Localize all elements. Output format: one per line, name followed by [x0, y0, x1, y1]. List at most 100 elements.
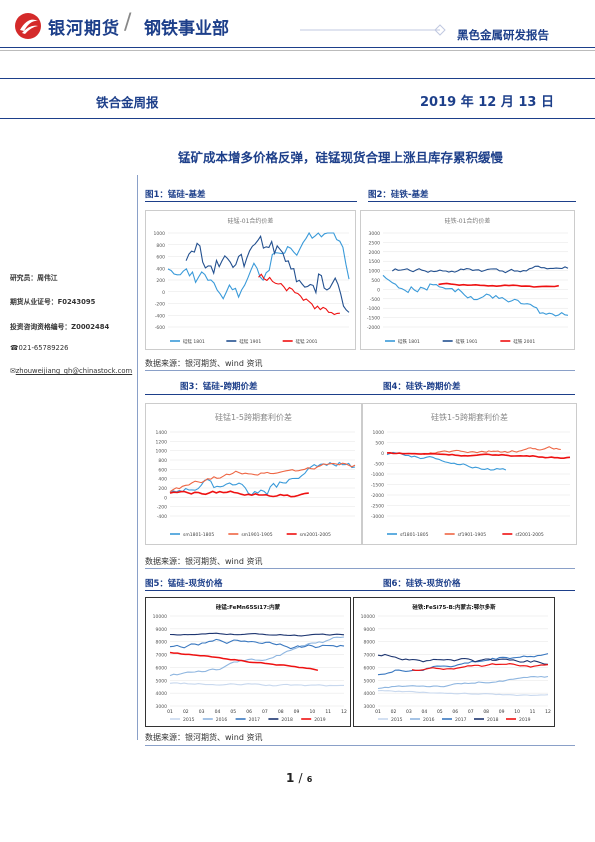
y-tick-label: 800: [156, 243, 165, 249]
y-tick-label: 9000: [156, 627, 168, 633]
y-tick-label: -2000: [371, 493, 384, 499]
x-tick-label: 12: [545, 709, 551, 715]
legend-label: 硅锰 1801: [183, 338, 205, 345]
y-tick-label: 3000: [364, 704, 376, 710]
series-line: [382, 274, 569, 317]
chart-title: 硅铁-01合约价差: [445, 217, 491, 225]
legend-label: sm1801-1805: [183, 532, 214, 538]
y-tick-label: 4000: [364, 691, 376, 697]
y-tick-label: 1000: [156, 449, 168, 455]
y-tick-label: 9000: [364, 627, 376, 633]
source-rule-1: [145, 370, 575, 371]
page-number: 1 / 6: [286, 771, 312, 785]
source-rule-2: [145, 568, 575, 569]
series-line: [167, 231, 350, 300]
x-tick-label: 11: [530, 709, 536, 715]
y-tick-label: 2000: [369, 250, 381, 256]
y-tick-label: -1000: [367, 306, 380, 312]
y-tick-label: 400: [156, 266, 165, 272]
y-tick-label: 3000: [156, 704, 168, 710]
y-tick-label: 200: [156, 278, 165, 284]
column-divider: [137, 175, 138, 740]
email-address[interactable]: zhouweijiang_qh@chinastock.com: [15, 367, 133, 375]
y-tick-label: -400: [155, 313, 165, 319]
x-tick-label: 10: [309, 709, 315, 715]
legend-label: 2017: [455, 717, 467, 723]
x-tick-label: 10: [514, 709, 520, 715]
legend-label: 硅铁 1801: [398, 338, 420, 345]
legend-label: sf2001-2005: [515, 532, 544, 538]
y-tick-label: -400: [157, 514, 167, 520]
legend-label: 2019: [314, 717, 326, 723]
y-tick-label: 4000: [156, 691, 168, 697]
x-tick-label: 03: [406, 709, 412, 715]
chart-sm-spot: 硅锰:FeMn65Si17:内蒙 10000 9000 8000 7000 6000 500…: [145, 597, 351, 727]
x-tick-label: 09: [294, 709, 300, 715]
source-note-2: 数据来源：银河期货、wind 资讯: [145, 557, 263, 566]
y-tick-label: 800: [158, 458, 167, 464]
y-tick-label: 600: [156, 255, 165, 261]
x-tick-label: 08: [483, 709, 489, 715]
legend-label: 2017: [249, 717, 261, 723]
series-line: [169, 638, 345, 650]
legend-label: 2016: [423, 717, 435, 723]
x-tick-label: 06: [246, 709, 252, 715]
y-tick-label: -200: [155, 302, 165, 308]
y-tick-label: -2500: [371, 504, 384, 510]
chart-title: 硅锰1-5跨期套利价差: [215, 412, 292, 422]
envelope-icon: ✉: [10, 367, 16, 375]
y-tick-label: -500: [374, 462, 384, 468]
y-tick-label: 5000: [364, 678, 376, 684]
y-tick-label: 6000: [156, 665, 168, 671]
source-rule-3: [145, 745, 575, 746]
source-note-3: 数据来源：银河期货、wind 资讯: [145, 733, 263, 742]
company-name: 银河期货: [48, 19, 120, 39]
series-line: [438, 282, 559, 288]
y-tick-label: -500: [370, 297, 380, 303]
x-tick-label: 03: [199, 709, 205, 715]
researcher: 研究员：周伟江: [10, 274, 58, 282]
y-tick-label: 5000: [156, 678, 168, 684]
y-tick-label: 1400: [156, 430, 168, 436]
phone-line: ☎021-65789226: [10, 344, 69, 352]
chart-sf-spread: 硅铁1-5跨期套利价差 1000 500 0 -500 -1000 -1500 -2000 -2…: [362, 403, 577, 545]
y-tick-label: 10000: [153, 614, 167, 620]
x-tick-label: 04: [421, 709, 427, 715]
y-tick-label: 400: [158, 477, 167, 483]
series-line: [386, 451, 571, 459]
x-tick-label: 08: [278, 709, 284, 715]
legend-label: 2015: [183, 717, 195, 723]
chart-title: 硅铁:FeSi75-B:内蒙古:鄂尔多斯: [412, 603, 496, 611]
license-number: 期货从业证号：F0243095: [10, 298, 96, 306]
chart-sm-basis: 硅锰-01合约价差 1000 800 600 400 200 0 -200 -400 -600 硅锰…: [145, 210, 356, 350]
phone-icon: ☎: [10, 344, 19, 352]
email-line: ✉zhouweijiang_qh@chinastock.com: [10, 367, 132, 375]
legend-label: 2015: [391, 717, 403, 723]
legend-label: sm2001-2005: [300, 532, 331, 538]
series-line: [423, 446, 561, 456]
y-tick-label: 1000: [369, 269, 381, 275]
y-tick-label: 0: [377, 287, 380, 293]
series-line: [377, 653, 549, 676]
figure1-rule: [145, 201, 357, 202]
chart-title: 硅铁1-5跨期套利价差: [431, 412, 508, 422]
y-tick-label: 500: [375, 441, 384, 447]
figure6-caption: 图6：硅铁-现货价格: [383, 579, 461, 589]
y-tick-label: -1500: [367, 316, 380, 322]
legend-label: 硅铁 2001: [513, 338, 535, 345]
y-tick-label: 7000: [156, 653, 168, 659]
report-title: 锰矿成本增多价格反弹，硅锰现货合理上涨且库存累积缓慢: [178, 150, 504, 165]
y-tick-label: 8000: [156, 640, 168, 646]
series-line: [169, 682, 344, 687]
series-line: [169, 490, 309, 498]
legend-label: 2018: [281, 717, 293, 723]
series-line: [377, 653, 549, 665]
figure4-caption: 图4：硅铁-跨期价差: [383, 382, 461, 392]
x-tick-label: 07: [262, 709, 268, 715]
x-tick-label: 12: [341, 709, 347, 715]
chart-sf-spot: 硅铁:FeSi75-B:内蒙古:鄂尔多斯 10000 9000 8000 7000 600…: [353, 597, 555, 727]
legend-label: sm1901-1905: [241, 532, 272, 538]
legend-label: sf1801-1805: [400, 532, 429, 538]
x-tick-label: 09: [499, 709, 505, 715]
series-line: [169, 462, 356, 493]
